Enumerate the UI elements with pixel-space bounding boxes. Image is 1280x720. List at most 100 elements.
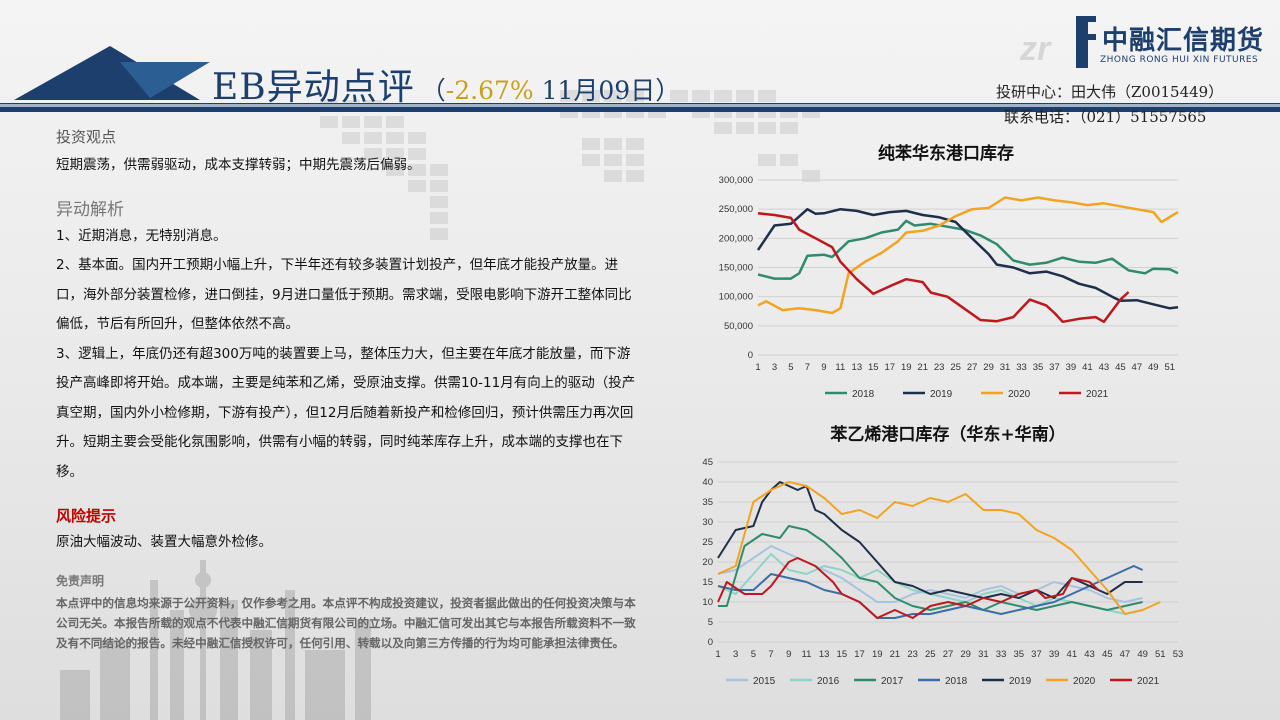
x-tick-label: 35	[1033, 362, 1044, 373]
commentary-column: 投资观点 短期震荡，供需弱驱动，成本支撑转弱；中期先震荡后偏弱。 异动解析 1、…	[56, 126, 636, 653]
y-tick-label: 5	[708, 617, 713, 628]
y-tick-label: 35	[702, 497, 713, 508]
x-tick-label: 7	[768, 649, 773, 660]
x-tick-label: 17	[854, 649, 865, 660]
series-line-2018	[757, 219, 1179, 280]
header-banner	[0, 46, 1280, 112]
y-tick-label: 10	[702, 597, 713, 608]
x-tick-label: 11	[835, 362, 845, 373]
series-line-2017	[718, 525, 1143, 611]
series-line-2019	[756, 207, 1179, 310]
legend-label-2018: 2018	[852, 389, 875, 400]
subtitle-open: （	[420, 76, 446, 105]
title-text: EB异动点评	[212, 67, 415, 108]
x-tick-label: 21	[917, 362, 928, 373]
x-tick-label: 29	[960, 649, 971, 660]
x-tick-label: 1	[755, 362, 760, 373]
y-tick-label: 30	[702, 517, 713, 528]
x-tick-label: 21	[890, 649, 901, 660]
y-tick-label: 150,000	[719, 263, 753, 274]
benzene-inventory-chart-svg: 纯苯华东港口库存 0 50,000 100,000 150,000 200,000 250,…	[719, 143, 1179, 400]
x-tick-label: 51	[1164, 362, 1175, 373]
styrene-inventory-chart: 苯乙烯港口库存（华东+华南） 0 5 10 15 20 25 30 35 40 45 1 3 5 7 9 11 1…	[690, 420, 1200, 715]
series-line-2020	[757, 196, 1179, 315]
contact-research-center: 投研中心：田大伟（Z0015449）	[996, 83, 1224, 101]
benzene-inventory-chart: 纯苯华东港口库存 0 50,000 100,000 150,000 200,000 250,…	[690, 138, 1200, 408]
legend-label-2019: 2019	[930, 389, 953, 400]
y-tick-label: 100,000	[719, 292, 753, 303]
x-tick-label: 13	[852, 362, 863, 373]
x-tick-label: 33	[1016, 362, 1027, 373]
x-tick-label: 3	[772, 362, 777, 373]
change-percent: -2.67%	[445, 76, 534, 105]
x-tick-label: 29	[983, 362, 994, 373]
x-tick-label: 17	[884, 362, 895, 373]
y-tick-label: 15	[702, 577, 713, 588]
series-line-2018	[717, 565, 1144, 619]
x-tick-label: 19	[872, 649, 883, 660]
legend-label-2017: 2017	[881, 676, 904, 687]
x-tick-label: 33	[996, 649, 1007, 660]
x-tick-label: 41	[1082, 362, 1093, 373]
y-tick-label: 0	[708, 637, 713, 648]
x-tick-label: 11	[802, 649, 812, 660]
legend-label-2019: 2019	[1009, 676, 1032, 687]
x-tick-label: 43	[1084, 649, 1095, 660]
contact-info: 投研中心：田大伟（Z0015449） 联系电话：（021）51557565	[996, 80, 1266, 130]
x-tick-label: 43	[1099, 362, 1110, 373]
x-tick-label: 13	[819, 649, 830, 660]
risk-text: 原油大幅波动、装置大幅意外检修。	[56, 534, 272, 550]
legend-label-2018: 2018	[945, 676, 968, 687]
series-line-2021	[757, 212, 1130, 324]
x-tick-label: 39	[1049, 649, 1060, 660]
y-tick-label: 40	[702, 477, 713, 488]
svg-text:zr: zr	[1019, 30, 1052, 68]
logo-chinese-name: 中融汇信期货	[1102, 26, 1265, 56]
y-tick-label: 250,000	[719, 204, 753, 215]
disclaimer-text: 本点评中的信息均来源于公开资料，仅作参考之用。本点评不构成投资建议，投资者据此做…	[56, 595, 636, 650]
x-tick-label: 15	[837, 649, 848, 660]
x-tick-label: 25	[950, 362, 961, 373]
x-tick-label: 23	[934, 362, 945, 373]
legend-label-2020: 2020	[1073, 676, 1096, 687]
analysis-point-3: 3、逻辑上，年底仍还有超300万吨的装置要上马，整体压力大，但主要在年底才能放量…	[56, 345, 636, 480]
x-tick-label: 23	[907, 649, 918, 660]
x-tick-label: 47	[1120, 649, 1131, 660]
x-tick-label: 31	[1000, 362, 1011, 373]
logo-english-name: ZHONG RONG HUI XIN FUTURES	[1100, 55, 1259, 65]
analysis-section-title: 异动解析	[56, 199, 124, 220]
skyline-background	[60, 560, 371, 720]
x-tick-label: 45	[1102, 649, 1113, 660]
x-tick-label: 31	[978, 649, 989, 660]
title-subtitle: （-2.67% 11月09日）	[421, 71, 680, 107]
series-line-2019	[717, 481, 1143, 599]
x-tick-label: 47	[1132, 362, 1143, 373]
series-line-2015	[717, 545, 1143, 603]
x-tick-label: 49	[1137, 649, 1148, 660]
y-tick-label: 50,000	[724, 321, 753, 332]
chart-title: 纯苯华东港口库存	[878, 143, 1014, 164]
chart-title: 苯乙烯港口库存（华东+华南）	[829, 424, 1065, 445]
x-tick-label: 45	[1115, 362, 1126, 373]
page-title: EB异动点评 （-2.67% 11月09日）	[212, 58, 680, 110]
y-tick-label: 0	[748, 350, 753, 361]
x-tick-label: 49	[1148, 362, 1159, 373]
legend-label-2020: 2020	[1008, 389, 1031, 400]
legend-label-2016: 2016	[817, 676, 840, 687]
x-tick-label: 27	[943, 649, 954, 660]
risk-section-title: 风险提示	[56, 507, 117, 525]
legend-label-2021: 2021	[1137, 676, 1160, 687]
disclaimer-title: 免责声明	[56, 573, 105, 588]
series-line-2021	[717, 557, 1100, 619]
contact-phone: 联系电话：（021）51557565	[1004, 108, 1207, 126]
subtitle-close: ）	[655, 76, 681, 105]
y-tick-label: 200,000	[719, 233, 753, 244]
legend-label-2021: 2021	[1086, 389, 1109, 400]
y-tick-label: 45	[702, 457, 713, 468]
x-tick-label: 25	[925, 649, 936, 660]
x-tick-label: 19	[901, 362, 912, 373]
y-tick-label: 300,000	[719, 175, 753, 186]
series-line-2020	[717, 481, 1161, 615]
x-tick-label: 53	[1173, 649, 1184, 660]
